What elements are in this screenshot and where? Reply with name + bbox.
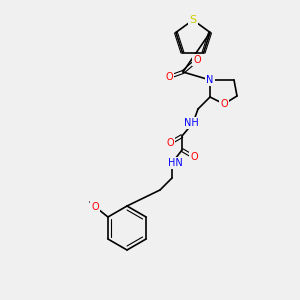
- Text: O: O: [91, 202, 99, 212]
- Text: N: N: [206, 75, 214, 85]
- Text: O: O: [165, 72, 173, 82]
- Text: S: S: [189, 15, 197, 25]
- Text: O: O: [190, 152, 198, 162]
- Text: O: O: [220, 99, 228, 109]
- Text: HN: HN: [168, 158, 182, 168]
- Text: O: O: [166, 138, 174, 148]
- Text: O: O: [193, 55, 201, 65]
- Text: NH: NH: [184, 118, 198, 128]
